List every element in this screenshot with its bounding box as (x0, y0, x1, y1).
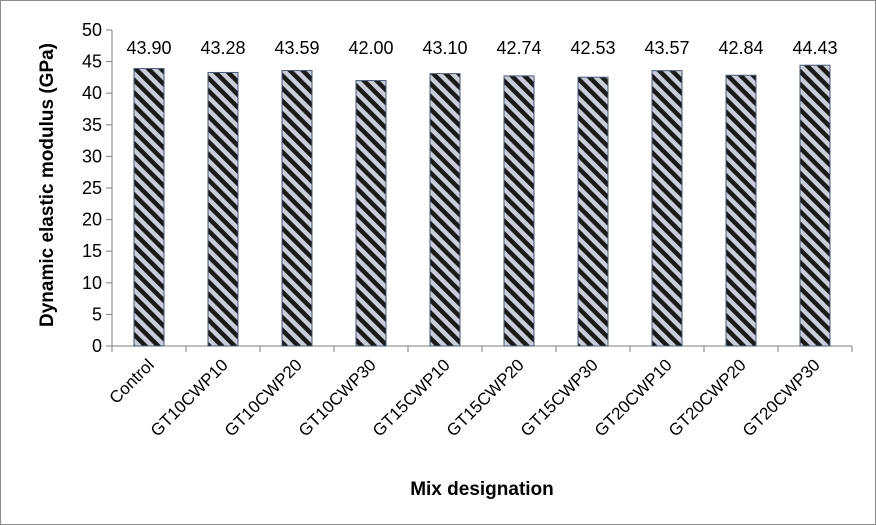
bar (355, 80, 387, 347)
category-label: GT20CWP10 (591, 355, 676, 440)
y-tick-label: 20 (82, 210, 102, 230)
y-tick-label: 25 (82, 178, 102, 198)
category-label: Control (106, 355, 158, 407)
bar (651, 70, 683, 347)
data-label: 43.59 (274, 38, 319, 58)
y-tick-label: 40 (82, 83, 102, 103)
category-label: GT15CWP30 (517, 355, 602, 440)
data-label: 43.28 (200, 38, 245, 58)
category-label: GT10CWP10 (147, 355, 232, 440)
bar (207, 71, 239, 347)
data-label: 44.43 (792, 38, 837, 58)
y-axis-title: Dynamic elastic modulus (GPa) (37, 43, 58, 327)
data-label: 42.74 (496, 38, 541, 58)
y-tick-label: 5 (92, 304, 102, 324)
y-tick-label: 35 (82, 115, 102, 135)
y-tick-label: 50 (82, 20, 102, 40)
bar (799, 64, 831, 347)
bar (281, 70, 313, 347)
category-label: GT15CWP20 (443, 355, 528, 440)
bar (429, 73, 461, 347)
data-label: 42.84 (718, 38, 763, 58)
category-label: GT20CWP20 (665, 355, 750, 440)
y-tick-label: 30 (82, 146, 102, 166)
data-label: 43.57 (644, 38, 689, 58)
data-label: 42.00 (348, 38, 393, 58)
y-tick-label: 45 (82, 52, 102, 72)
data-label: 43.10 (422, 38, 467, 58)
bar (725, 74, 757, 347)
category-label: GT15CWP10 (369, 355, 454, 440)
category-label: GT10CWP20 (221, 355, 306, 440)
bar (577, 76, 609, 347)
y-tick-label: 0 (92, 336, 102, 356)
bar (133, 68, 165, 347)
x-axis-title: Mix designation (410, 479, 554, 500)
category-label: GT10CWP30 (295, 355, 380, 440)
y-tick-label: 15 (82, 241, 102, 261)
category-label: GT20CWP30 (739, 355, 824, 440)
bar (503, 75, 535, 347)
data-label: 43.90 (126, 38, 171, 58)
bars (133, 64, 831, 347)
y-tick-label: 10 (82, 273, 102, 293)
data-label: 42.53 (570, 38, 615, 58)
